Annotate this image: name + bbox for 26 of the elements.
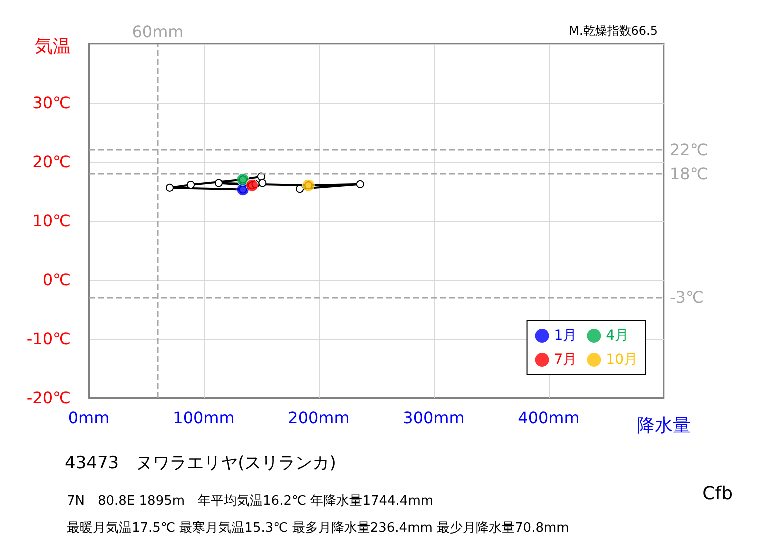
legend-label: 4月 — [606, 328, 630, 344]
x-tick-label: 200mm — [288, 408, 350, 428]
y-tick-label: -20℃ — [26, 388, 71, 408]
legend-label: 7月 — [554, 352, 578, 368]
x-axis-title: 降水量 — [637, 416, 691, 436]
x-tick-label: 300mm — [403, 408, 465, 428]
text: 最暖月気温17.5℃ 最寒月気温15.3℃ 最多月降水量236.4mm 最少月降水量70.8mm — [67, 520, 570, 536]
x-tick-label: 400mm — [518, 408, 580, 428]
legend-label: 1月 — [554, 328, 578, 344]
ref-line-label: 60mm — [132, 22, 184, 42]
y-tick-label: -10℃ — [26, 330, 71, 348]
y-tick-label: 30℃ — [32, 94, 71, 112]
x-tick-label: 0mm — [68, 408, 110, 428]
y-axis-title: 気温 — [35, 36, 71, 58]
y-tick-label: 20℃ — [32, 152, 71, 172]
x-tick-label: 100mm — [173, 408, 235, 428]
ref-line-label: 22℃ — [670, 140, 708, 160]
legend-label: 10月 — [606, 352, 638, 368]
text: M.乾燥指数66.5 — [569, 24, 658, 38]
text: 43473 ヌワラエリヤ(スリランカ) — [65, 454, 336, 474]
y-tick-label: 10℃ — [32, 212, 71, 230]
ref-line-label: 18℃ — [670, 164, 708, 184]
text: 7N 80.8E 1895m 年平均気温16.2℃ 年降水量1744.4mm — [67, 494, 434, 509]
y-tick-label: 0℃ — [42, 270, 71, 290]
ref-line-label: -3℃ — [670, 288, 704, 308]
text: Cfb — [702, 484, 734, 504]
